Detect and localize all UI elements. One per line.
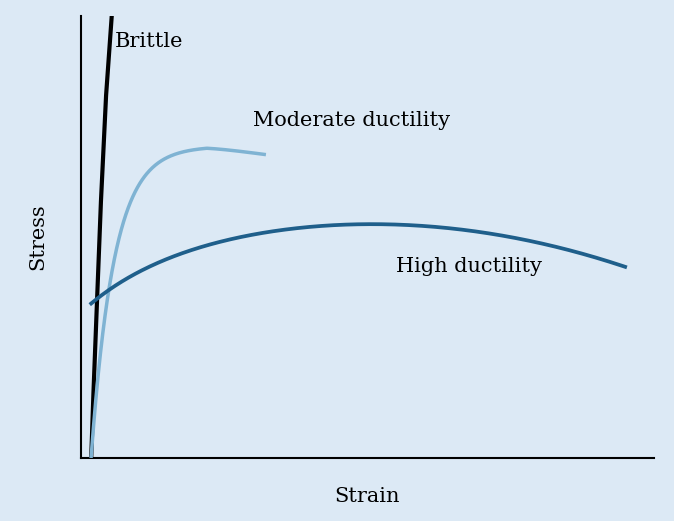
Text: High ductility: High ductility	[396, 257, 542, 277]
Text: Stress: Stress	[28, 204, 47, 270]
Text: Brittle: Brittle	[115, 32, 184, 51]
Text: Moderate ductility: Moderate ductility	[253, 111, 450, 130]
Text: Strain: Strain	[334, 487, 400, 505]
